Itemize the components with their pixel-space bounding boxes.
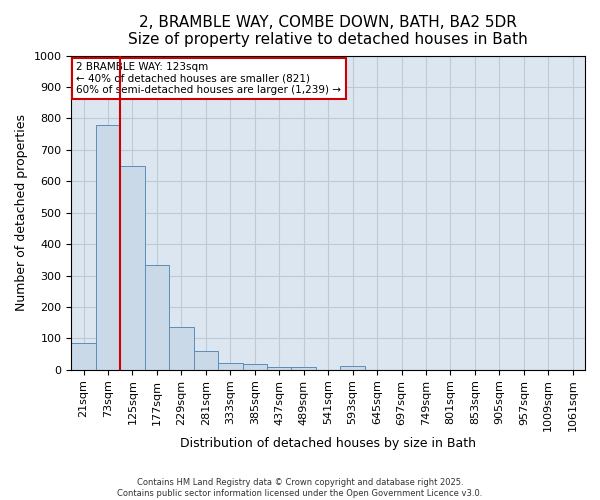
Title: 2, BRAMBLE WAY, COMBE DOWN, BATH, BA2 5DR
Size of property relative to detached : 2, BRAMBLE WAY, COMBE DOWN, BATH, BA2 5D… bbox=[128, 15, 528, 48]
Bar bbox=[340, 366, 365, 370]
Bar bbox=[169, 328, 194, 370]
Bar bbox=[96, 124, 120, 370]
Bar bbox=[267, 368, 292, 370]
Bar bbox=[242, 364, 267, 370]
Bar bbox=[71, 343, 96, 370]
Bar bbox=[120, 166, 145, 370]
Bar bbox=[145, 264, 169, 370]
Text: Contains HM Land Registry data © Crown copyright and database right 2025.
Contai: Contains HM Land Registry data © Crown c… bbox=[118, 478, 482, 498]
Bar bbox=[194, 351, 218, 370]
Bar bbox=[292, 368, 316, 370]
Bar bbox=[218, 363, 242, 370]
Text: 2 BRAMBLE WAY: 123sqm
← 40% of detached houses are smaller (821)
60% of semi-det: 2 BRAMBLE WAY: 123sqm ← 40% of detached … bbox=[76, 62, 341, 95]
Y-axis label: Number of detached properties: Number of detached properties bbox=[15, 114, 28, 311]
X-axis label: Distribution of detached houses by size in Bath: Distribution of detached houses by size … bbox=[180, 437, 476, 450]
